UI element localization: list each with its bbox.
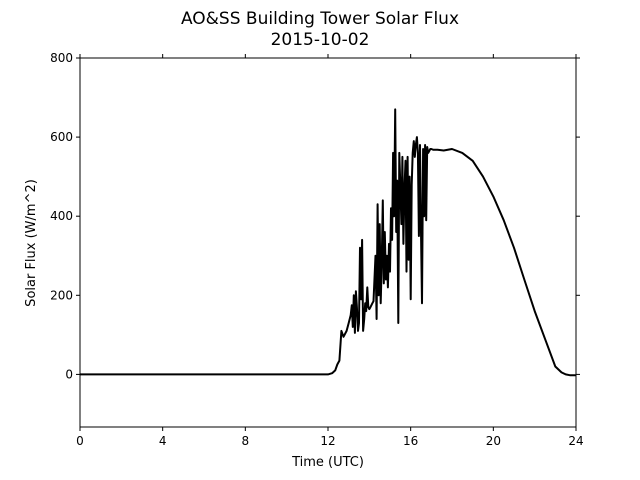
chart-subtitle: 2015-10-02: [271, 30, 370, 50]
chart-title: AO&SS Building Tower Solar Flux: [181, 9, 459, 29]
y-tick-label: 0: [65, 367, 73, 381]
axes-frame: [79, 57, 577, 428]
x-tick-label: 12: [320, 434, 335, 448]
x-tick-label: 0: [76, 434, 84, 448]
y-axis-label: Solar Flux (W/m^2): [24, 179, 39, 307]
x-tick-label: 24: [568, 434, 583, 448]
x-tick-label: 20: [486, 434, 501, 448]
y-tick-label: 800: [50, 51, 73, 65]
x-axis-label: Time (UTC): [291, 455, 364, 470]
x-tick-label: 16: [403, 434, 418, 448]
x-tick-label: 4: [159, 434, 167, 448]
y-tick-label: 600: [50, 130, 73, 144]
y-tick-label: 200: [50, 288, 73, 302]
axis-ticks: 0 4 8 12 16 20 24 0 200 400 600 800: [50, 51, 584, 448]
series-line-0: [80, 108, 576, 377]
plot-area: [79, 57, 577, 428]
x-tick-label: 8: [242, 434, 250, 448]
y-tick-label: 400: [50, 209, 73, 223]
